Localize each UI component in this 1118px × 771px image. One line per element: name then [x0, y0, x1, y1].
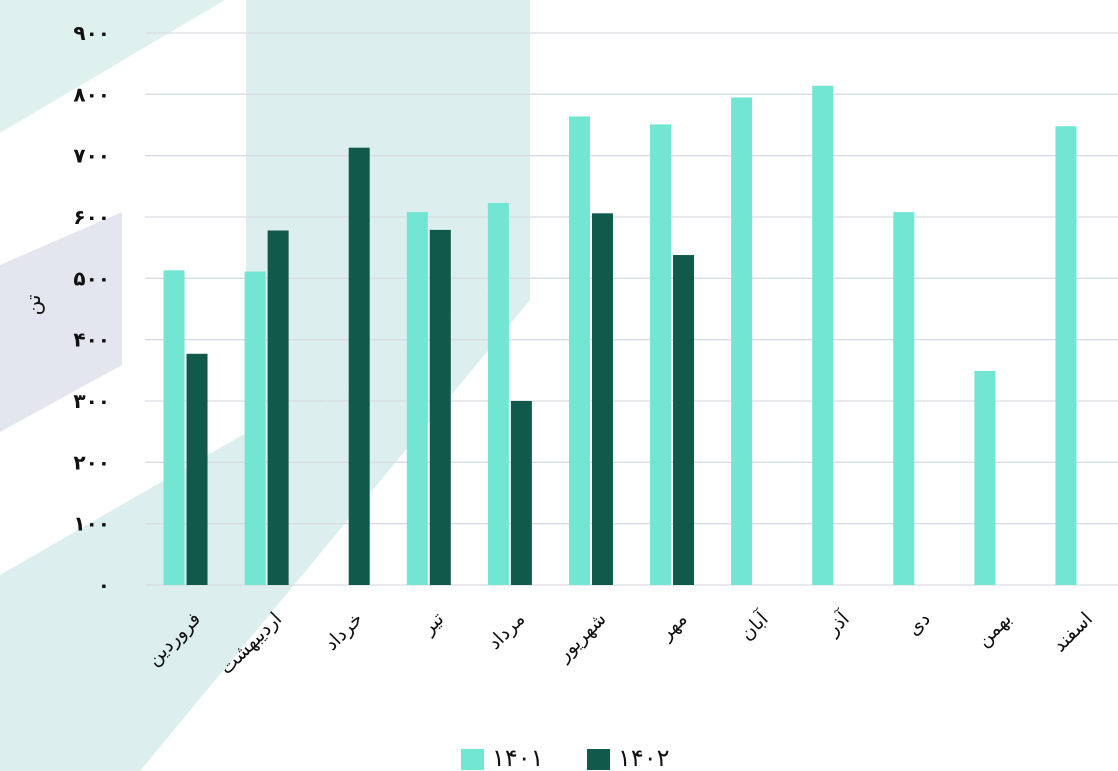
y-tick-label: ۹۰۰ [73, 21, 110, 45]
x-tick-label: آذر [820, 606, 854, 640]
x-tick-label: تیر [417, 608, 448, 639]
y-tick-label: ۶۰۰ [73, 205, 110, 229]
y-tick-label: ۵۰۰ [73, 266, 110, 290]
bg-grey-panel [0, 212, 122, 432]
bar-series-2 [348, 147, 370, 585]
legend-swatch [587, 749, 610, 770]
legend-label: ۱۴۰۲ [618, 744, 670, 771]
bar-series-1 [650, 124, 672, 586]
bar-series-1 [568, 116, 590, 585]
bar-series-2 [673, 255, 695, 585]
bar-series-1 [487, 202, 509, 586]
y-tick-label: ۱۰۰ [73, 512, 110, 536]
bar-series-1 [244, 271, 266, 585]
y-tick-label: ۷۰۰ [73, 144, 110, 168]
x-tick-label: دی [903, 608, 935, 640]
y-axis-title: تن [21, 295, 45, 316]
x-tick-label: اردیبهشت [215, 608, 286, 679]
bar-series-1 [1055, 126, 1077, 585]
x-tick-label: آبان [734, 606, 773, 645]
x-tick-label: مرداد [484, 608, 530, 654]
legend-swatch [461, 749, 484, 770]
y-tick-label: ۳۰۰ [73, 389, 110, 413]
x-tick-label: شهریور [552, 608, 610, 666]
bar-series-2 [429, 229, 451, 585]
bar-series-1 [974, 370, 996, 585]
y-tick-label: ۰ [98, 573, 110, 597]
x-tick-label: بهمن [972, 608, 1015, 651]
bar-series-1 [731, 97, 753, 586]
bg-teal-panel [246, 0, 530, 460]
bar-series-2 [267, 230, 289, 585]
x-tick-label: خرداد [320, 608, 367, 655]
bar-series-2 [591, 213, 613, 585]
bar-series-2 [186, 353, 208, 585]
x-tick-label: اسفند [1049, 608, 1097, 656]
legend-label: ۱۴۰۱ [492, 744, 544, 771]
y-tick-label: ۸۰۰ [73, 82, 110, 106]
x-tick-label: مهر [655, 608, 692, 645]
bar-series-1 [893, 212, 915, 586]
bar-series-1 [406, 212, 428, 586]
x-tick-label: فروردین [143, 608, 205, 670]
y-tick-label: ۴۰۰ [73, 328, 110, 352]
y-tick-label: ۲۰۰ [73, 450, 110, 474]
bar-series-1 [163, 270, 185, 585]
bar-series-2 [510, 401, 532, 585]
bar-series-1 [812, 85, 834, 585]
